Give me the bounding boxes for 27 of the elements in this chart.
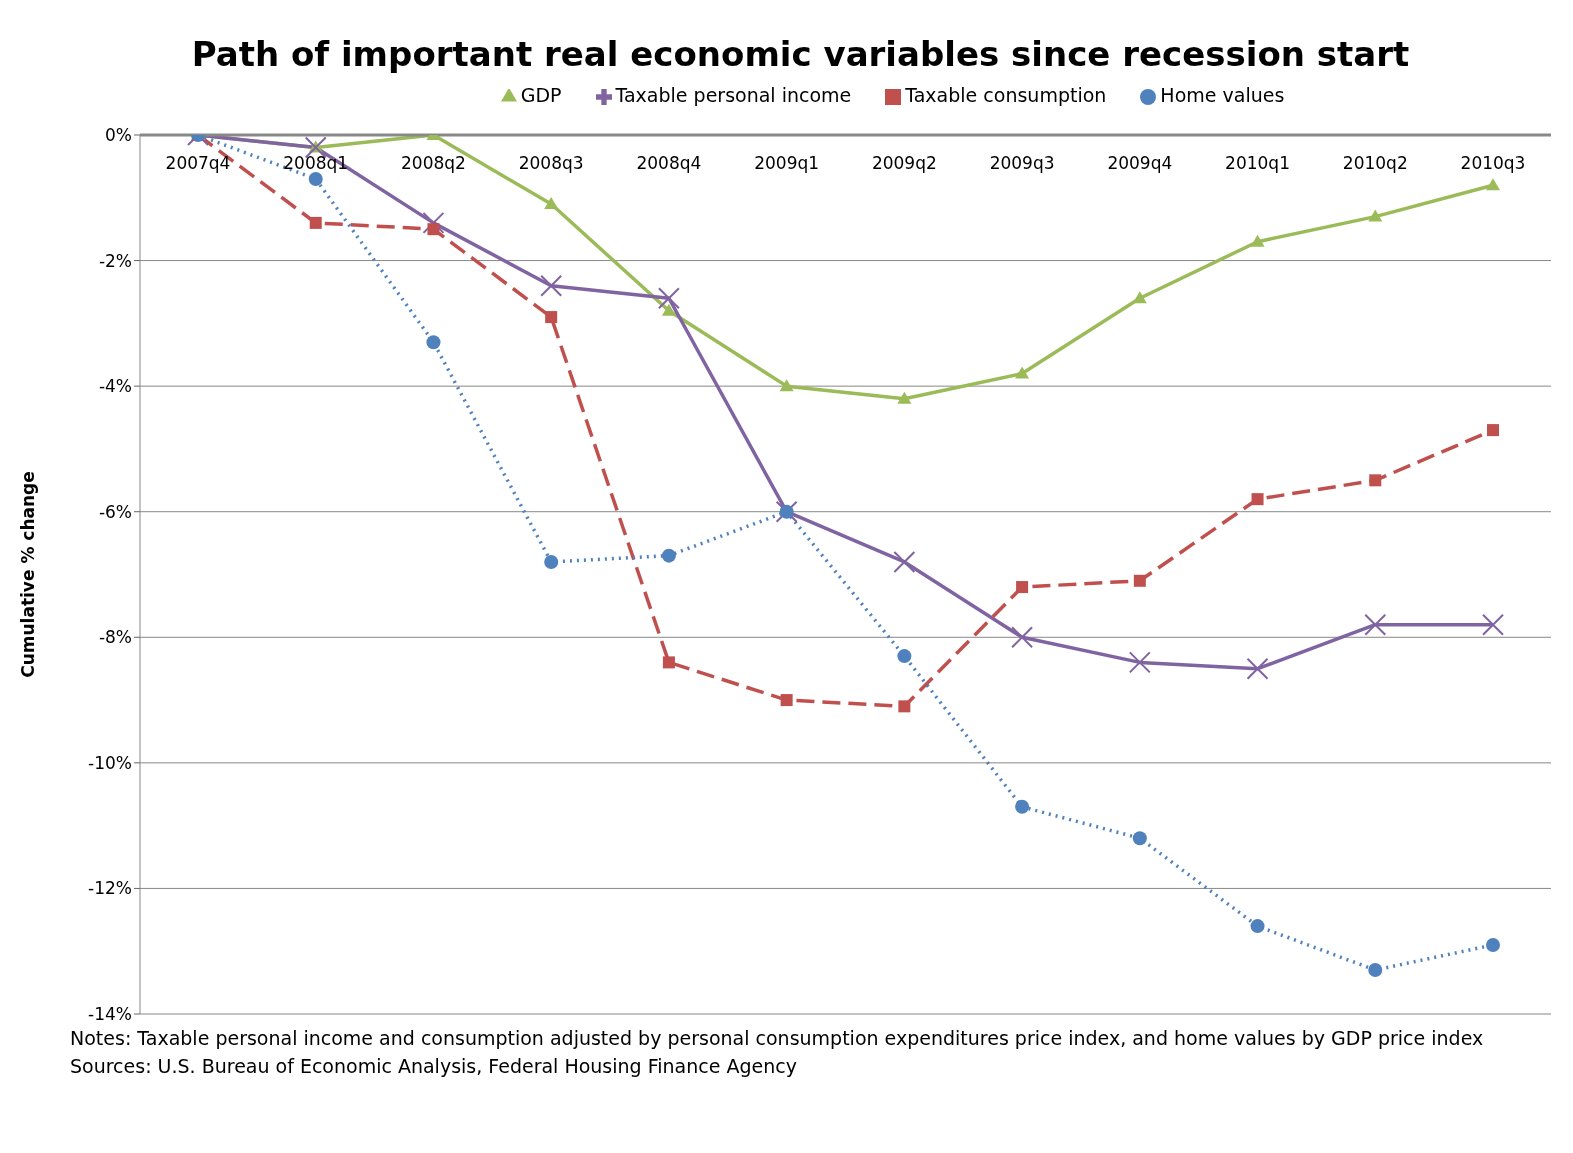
x-tick-label: 2009q1: [754, 153, 820, 173]
legend-label: Home values: [1160, 84, 1285, 106]
chart-title: Path of important real economic variables since recession start: [190, 33, 1411, 74]
y-tick-label: -10%: [88, 752, 132, 773]
legend-label: Taxable consumption: [905, 84, 1107, 106]
x-tick-label: 2010q2: [1342, 153, 1408, 173]
y-axis-title: Cumulative % change: [18, 471, 39, 678]
y-tick-label: 0%: [105, 125, 132, 146]
y-tick-label: -2%: [98, 250, 132, 271]
text: Notes: Taxable personal income and consumption adjusted by personal consumption expenditures price index, and home values by GDP price index: [70, 1026, 1485, 1051]
y-tick-label: -6%: [98, 501, 132, 522]
legend-label: GDP: [520, 84, 562, 106]
x-tick-label: 2009q3: [989, 153, 1055, 173]
x-tick-label: 2008q3: [518, 153, 584, 173]
x-tick-label: 2008q2: [401, 153, 466, 173]
source-note: Sources: U.S. Bureau of Economic Analysis, Federal Housing Finance Agency: [70, 1054, 798, 1079]
x-tick-label: 2009q4: [1107, 153, 1173, 173]
y-tick-label: -4%: [98, 376, 132, 397]
y-tick-label: -8%: [98, 627, 132, 648]
x-tick-label: 2008q4: [636, 153, 702, 173]
y-tick-label: -12%: [88, 878, 132, 899]
x-tick-label: 2010q1: [1225, 153, 1290, 173]
x-tick-label: 2009q2: [871, 153, 937, 173]
x-tick-label: 2007q4: [165, 153, 231, 173]
y-tick-label: -14%: [88, 1004, 132, 1025]
x-tick-label: 2010q3: [1460, 153, 1526, 173]
legend-label: Taxable personal income: [615, 84, 852, 106]
